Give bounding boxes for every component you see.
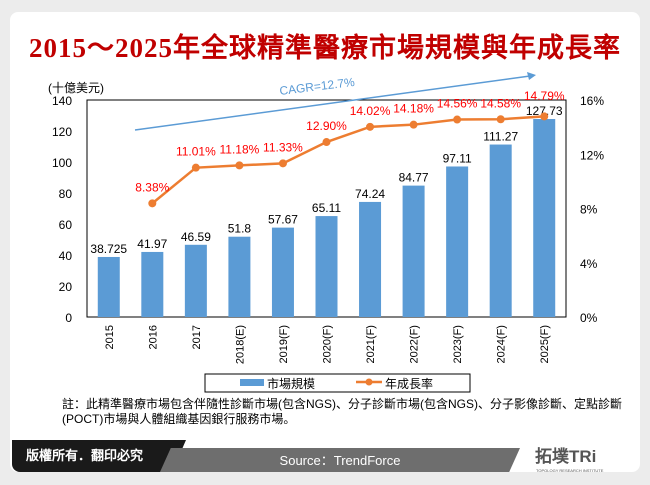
source: Source：TrendForce: [160, 448, 520, 472]
growth-data-label: 14.18%: [393, 102, 434, 116]
x-tick-label: 2024(F): [496, 325, 508, 364]
x-tick-label: 2017: [191, 325, 203, 349]
cagr-label: CAGR=12.7%: [279, 75, 356, 98]
y2-tick-label: 16%: [580, 94, 604, 108]
growth-point: [191, 163, 200, 172]
legend-line-label: 年成長率: [385, 376, 433, 391]
x-tick-label: 2022(F): [409, 325, 421, 364]
y-tick-label: 100: [52, 156, 72, 170]
bar-data-label: 84.77: [399, 171, 429, 185]
x-tick-label: 2015: [104, 325, 116, 349]
bar-data-label: 111.27: [483, 130, 518, 144]
y2-tick-label: 0%: [580, 311, 598, 325]
growth-point: [278, 159, 287, 168]
y-tick-label: 0: [65, 311, 72, 325]
bar-data-label: 41.97: [137, 237, 167, 251]
growth-data-label: 11.33%: [263, 140, 303, 154]
bar-data-label: 65.11: [312, 201, 341, 215]
legend-bar-swatch: [240, 379, 264, 386]
growth-point: [496, 115, 505, 124]
y-tick-label: 40: [59, 249, 73, 263]
y-tick-label: 120: [52, 125, 72, 139]
bar-data-label: 38.725: [90, 242, 127, 256]
bar: [489, 144, 512, 317]
legend-bar-label: 市場規模: [267, 376, 315, 391]
y2-tick-label: 4%: [580, 257, 598, 271]
growth-data-label: 14.02%: [350, 104, 391, 118]
x-tick-label: 2016: [147, 325, 159, 349]
legend: [204, 373, 471, 393]
y-tick-label: 60: [59, 218, 73, 232]
growth-point: [148, 199, 157, 208]
chart-title: 2015～2025年全球精準醫療市場規模與年成長率: [29, 33, 621, 63]
legend-line-marker: [365, 378, 373, 386]
growth-data-label: 12.90%: [306, 119, 347, 133]
growth-data-label: 11.18%: [220, 142, 260, 156]
bar-data-label: 57.67: [268, 213, 298, 227]
bar: [533, 119, 556, 318]
growth-point: [235, 161, 244, 170]
growth-data-label: 14.79%: [524, 89, 565, 103]
cagr-arrow: [134, 75, 531, 131]
x-tick-label: 2019(F): [278, 325, 290, 364]
bar: [402, 185, 425, 317]
bar: [315, 216, 338, 317]
bar-data-label: 51.8: [228, 222, 252, 236]
bar: [141, 251, 164, 317]
growth-point: [322, 138, 331, 147]
y2-tick-label: 12%: [580, 148, 604, 162]
growth-data-label: 14.56%: [437, 97, 478, 111]
x-tick-label: 2021(F): [365, 325, 377, 364]
y-tick-label: 20: [59, 280, 73, 294]
bar-data-label: 97.11: [443, 151, 472, 165]
growth-point: [540, 112, 549, 121]
growth-point: [453, 115, 462, 124]
growth-point: [409, 120, 418, 129]
growth-line: [151, 115, 545, 205]
growth-data-label: 8.38%: [135, 180, 169, 194]
bar-data-label: 74.24: [355, 187, 385, 201]
x-tick-label: 2025(F): [539, 325, 551, 364]
logo-subtitle: TOPOLOGY RESEARCH INSTITUTE: [536, 468, 604, 473]
growth-data-label: 11.01%: [176, 145, 216, 159]
y-tick-label: 140: [52, 94, 72, 108]
y-tick-label: 80: [59, 187, 73, 201]
footnote: 註：此精準醫療市場包含伴隨性診斷市場(包含NGS)、分子診斷市場(包含NGS)、…: [62, 397, 622, 426]
y-axis-label: (十億美元): [48, 81, 104, 95]
bar-data-label: 46.59: [181, 230, 211, 244]
x-tick-label: 2023(F): [452, 325, 464, 364]
growth-data-label: 14.58%: [480, 96, 521, 110]
bar: [228, 236, 251, 317]
growth-point: [366, 122, 375, 131]
bar: [97, 256, 120, 317]
logo: 拓墣TRi: [535, 447, 597, 466]
bar-data-label: 127.73: [526, 104, 563, 118]
bar: [271, 227, 294, 317]
y2-tick-label: 8%: [580, 203, 598, 217]
x-tick-label: 2020(F): [322, 325, 334, 364]
bar: [446, 166, 469, 317]
x-tick-label: 2018(E): [234, 325, 246, 364]
bar: [359, 201, 382, 317]
bar: [184, 244, 207, 317]
copyright: 版權所有．翻印必究: [12, 440, 186, 472]
cagr-arrowhead: [527, 72, 536, 80]
